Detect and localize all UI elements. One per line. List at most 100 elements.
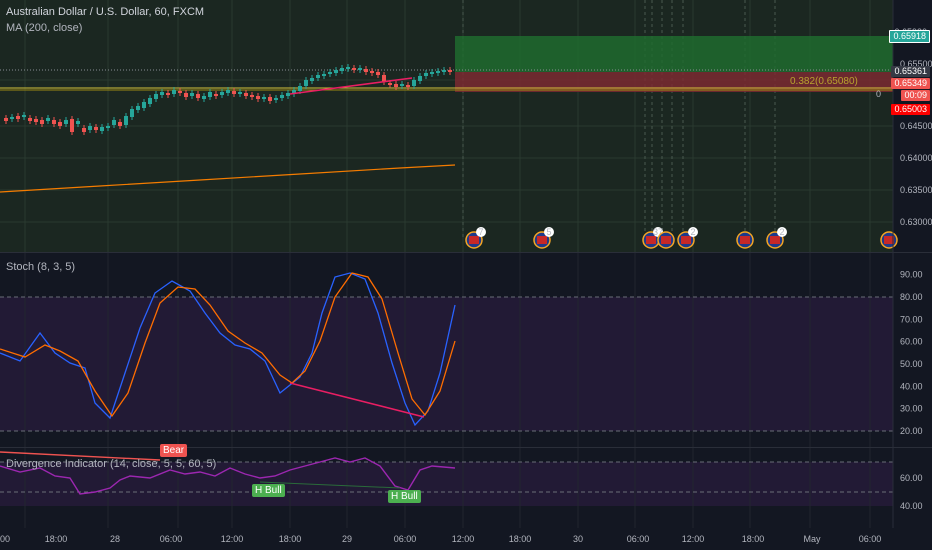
time-tick-label: 29 (342, 534, 352, 544)
stochastic-canvas[interactable]: 90.00 80.00 70.00 60.00 50.00 40.00 30.00 20.00 (0, 253, 932, 447)
target-price-label: 0.65918 (889, 30, 930, 43)
stoch-tick-label: 20.00 (900, 426, 923, 436)
candle (172, 90, 176, 94)
div-band (0, 462, 893, 506)
current-price-label: 0.65349 (891, 78, 930, 89)
upper-price-label: 0.65361 (891, 66, 930, 77)
candle (88, 126, 92, 130)
div-tick-label: 60.00 (900, 473, 923, 483)
price-chart-canvas[interactable]: 7 5 37 2 2 0.65500 0.64500 0.64000 0.63500 0.6300… (0, 0, 932, 252)
candle (154, 94, 158, 99)
candle (292, 90, 296, 94)
time-tick-label: 06:00 (859, 534, 882, 544)
candle (280, 95, 284, 98)
price-chart-pane[interactable]: 7 5 37 2 2 0.65500 0.64500 0.64000 0.63500 0.6300… (0, 0, 932, 252)
candle (112, 120, 116, 125)
bull-line (259, 481, 401, 489)
candle (208, 92, 212, 97)
candle (448, 70, 452, 72)
symbol-title: Australian Dollar / U.S. Dollar, 60, FXC… (6, 6, 205, 18)
flag-icon (537, 236, 547, 244)
candle (358, 68, 362, 70)
countdown-label: 00:09 (901, 90, 930, 101)
event-count-text: 2 (690, 227, 695, 237)
candle (76, 121, 80, 124)
price-tick-label: 0.64000 (900, 153, 932, 163)
pane-divider[interactable] (0, 252, 932, 253)
stochastic-pane[interactable]: 90.00 80.00 70.00 60.00 50.00 40.00 30.00 20.00… (0, 253, 932, 447)
candle (40, 120, 44, 124)
candle (250, 95, 254, 97)
candle (268, 97, 272, 101)
divergence-line (0, 457, 456, 495)
candle (22, 115, 26, 117)
time-tick-label: 06:00 (394, 534, 417, 544)
divergence-legend: Divergence Indicator (14, close, 5, 5, 6… (6, 458, 217, 470)
candle (202, 96, 206, 99)
price-tick-label: 0.63500 (900, 185, 932, 195)
candle (286, 93, 290, 96)
price-tick-label: 0.65500 (900, 59, 932, 69)
candle (52, 120, 56, 124)
stop-zone (455, 72, 893, 92)
candle (244, 93, 248, 96)
candle (136, 106, 140, 110)
candle (64, 120, 68, 124)
stoch-tick-label: 40.00 (900, 381, 923, 391)
candle (352, 68, 356, 70)
candle (142, 102, 146, 108)
div-tick-label: 40.00 (900, 501, 923, 511)
flag-icon (646, 236, 656, 244)
candle (124, 116, 128, 125)
candle (346, 67, 350, 69)
time-tick-label: 12:00 (452, 534, 475, 544)
ma-legend: MA (200, close) (6, 22, 83, 34)
candle (46, 118, 50, 121)
flag-icon (884, 236, 894, 244)
event-count-text: 2 (779, 227, 784, 237)
time-tick-label: 18:00 (509, 534, 532, 544)
fib-level-label: 0.382(0.65080) (790, 76, 858, 87)
time-tick-label: 18:00 (742, 534, 765, 544)
pane-divider[interactable] (0, 447, 932, 448)
stoch-divergence-line (289, 382, 425, 418)
candle (436, 71, 440, 73)
candle (184, 93, 188, 97)
candle (262, 97, 266, 99)
candle (418, 76, 422, 81)
candle (310, 78, 314, 81)
candle (232, 91, 236, 94)
candle (394, 84, 398, 87)
candle (328, 72, 332, 74)
ma-line (0, 164, 456, 193)
candle (16, 116, 20, 119)
event-count-text: 7 (478, 227, 483, 237)
hidden-bull-tag: H Bull (252, 484, 285, 497)
candle (94, 127, 98, 130)
candle (424, 73, 428, 76)
time-tick-label: 12:00 (221, 534, 244, 544)
divergence-canvas[interactable]: 60.00 40.00 (0, 448, 932, 528)
time-tick-label: May (803, 534, 821, 544)
candle (214, 94, 218, 96)
stoch-legend: Stoch (8, 3, 5) (6, 261, 76, 273)
divergence-pane[interactable]: 60.00 40.00 Divergence Indicator (14, clo… (0, 444, 932, 528)
candle (400, 84, 404, 86)
event-count-text: 37 (653, 227, 663, 237)
stoch-d-line (0, 272, 456, 418)
candle (160, 92, 164, 95)
stoch-tick-label: 90.00 (900, 270, 923, 280)
stop-price-label: 0.65003 (891, 104, 930, 115)
candle (412, 80, 416, 86)
candle (10, 117, 14, 119)
time-axis[interactable]: 00 18:00 28 06:00 12:00 18:00 29 06:00 12:00 18:0… (0, 528, 932, 550)
time-tick-label: 28 (110, 534, 120, 544)
time-tick-label: 06:00 (627, 534, 650, 544)
candle (256, 96, 260, 99)
candle (178, 91, 182, 93)
candle (304, 80, 308, 86)
candle (118, 122, 122, 126)
candle (28, 118, 32, 121)
time-axis-canvas[interactable]: 00 18:00 28 06:00 12:00 18:00 29 06:00 12:00 18:0… (0, 528, 932, 550)
target-zone (455, 36, 893, 72)
